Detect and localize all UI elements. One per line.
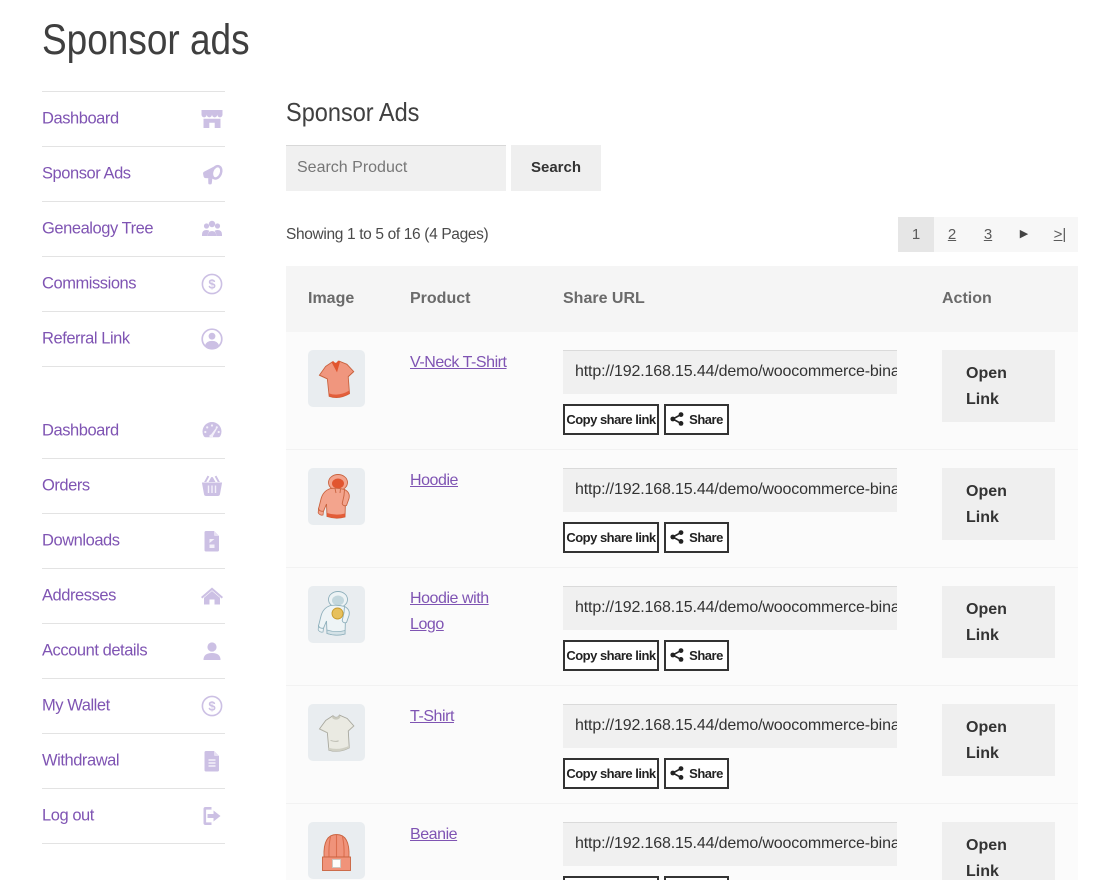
svg-text:$: $ <box>208 277 216 292</box>
svg-text:$: $ <box>208 699 216 714</box>
